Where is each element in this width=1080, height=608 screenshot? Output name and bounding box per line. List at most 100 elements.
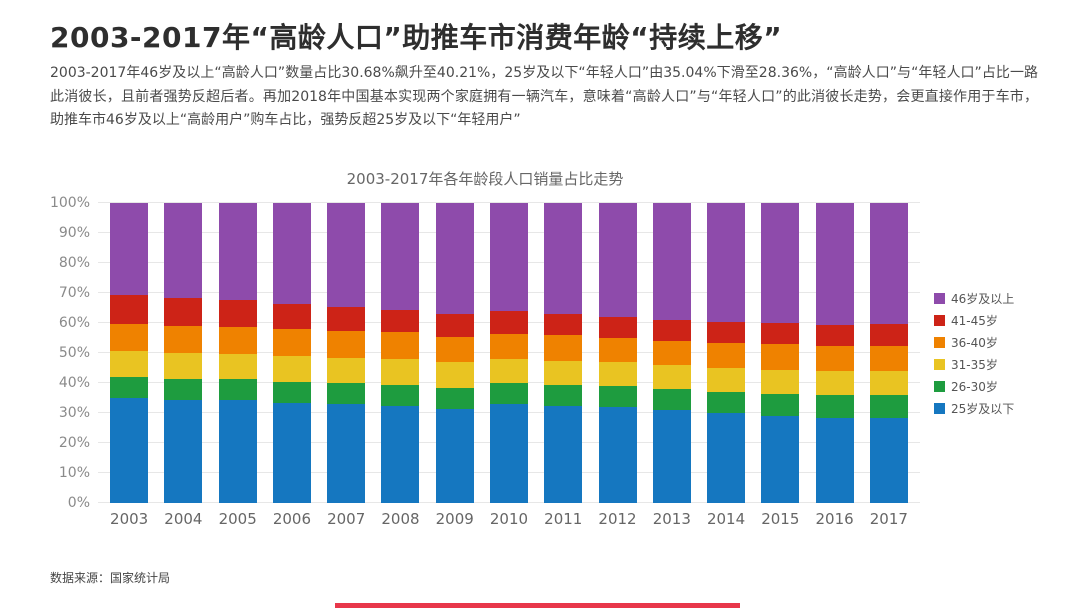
x-tick-label: 2012 <box>598 510 637 528</box>
bar-segment <box>110 351 149 377</box>
bar-segment <box>707 392 746 413</box>
bar-segment <box>327 404 366 503</box>
bar-segment <box>164 203 203 298</box>
stacked-bar-2003 <box>110 203 149 503</box>
bar-segment <box>815 417 854 503</box>
legend-item: 25岁及以下 <box>934 400 1050 417</box>
bar-slot <box>482 203 536 503</box>
legend-swatch <box>934 380 945 392</box>
data-source-note: 数据来源：国家统计局 <box>50 571 171 585</box>
bar-slot <box>373 203 427 503</box>
x-tick-label: 2005 <box>218 510 257 528</box>
legend-label: 26-30岁 <box>951 379 998 394</box>
y-tick-label: 60% <box>58 315 90 331</box>
bar-segment <box>164 326 203 353</box>
bar-segment <box>381 332 420 359</box>
stacked-bar-2007 <box>327 203 366 503</box>
bar-segment <box>489 359 528 383</box>
x-tick-label: 2009 <box>435 510 474 528</box>
legend-label: 46岁及以上 <box>951 291 1015 306</box>
bar-segment <box>598 203 637 317</box>
x-tick-label: 2011 <box>544 510 583 528</box>
legend-swatch <box>934 292 945 304</box>
bar-segment <box>815 371 854 395</box>
bar-segment <box>272 402 311 503</box>
bar-segment <box>435 336 474 362</box>
description-text: 2003-2017年46岁及以上“高龄人口”数量占比30.68%飙升至40.21… <box>50 65 1038 129</box>
stacked-bar-2010 <box>489 203 528 503</box>
bar-segment <box>707 368 746 392</box>
bar-slot <box>265 203 319 503</box>
bar-segment <box>218 203 257 300</box>
bar-segment <box>489 333 528 359</box>
bar-segment <box>544 405 583 503</box>
bar-segment <box>707 342 746 368</box>
bottom-accent-bar <box>334 603 740 608</box>
bar-slot <box>645 203 699 503</box>
bar-segment <box>869 345 908 372</box>
chart-title: 2003-2017年各年龄段人口销量占比走势 <box>346 170 624 188</box>
bar-segment <box>815 395 854 418</box>
y-tick-label: 30% <box>58 405 90 421</box>
legend-swatch <box>934 402 945 414</box>
bar-segment <box>110 324 149 352</box>
bar-segment <box>218 326 257 354</box>
bar-segment <box>598 407 637 503</box>
stacked-bar-2016 <box>815 203 854 503</box>
y-tick-label: 50% <box>58 345 90 361</box>
x-tick-label: 2017 <box>869 510 908 528</box>
bar-segment <box>652 389 691 410</box>
legend-item: 41-45岁 <box>934 312 1050 329</box>
bar-segment <box>869 395 908 418</box>
bar-segment <box>652 320 691 341</box>
bar-segment <box>110 376 149 398</box>
bar-segment <box>218 400 257 503</box>
bar-segment <box>869 323 908 346</box>
bar-segment <box>815 324 854 346</box>
bar-segment <box>598 338 637 362</box>
bar-segment <box>272 303 311 329</box>
legend-item: 46岁及以上 <box>934 290 1050 307</box>
gridline <box>98 202 920 203</box>
bar-segment <box>110 203 149 296</box>
bar-segment <box>761 344 800 370</box>
stacked-bar-chart: 2003-2017年各年龄段人口销量占比走势 0% 10% 20% 30% 40% 50%… <box>50 168 1050 528</box>
bar-segment <box>652 203 691 320</box>
legend-label: 25岁及以下 <box>951 401 1015 416</box>
bar-segment <box>327 383 366 404</box>
bar-segment <box>272 203 311 304</box>
y-tick-label: 40% <box>58 375 90 391</box>
bar-segment <box>652 365 691 389</box>
x-tick-label: 2013 <box>652 510 691 528</box>
bar-segment <box>761 369 800 394</box>
bar-segment <box>761 323 800 344</box>
stacked-bar-2014 <box>707 203 746 503</box>
bar-segment <box>761 393 800 416</box>
stacked-bar-2015 <box>761 203 800 503</box>
bar-segment <box>327 357 366 383</box>
bar-segment <box>218 379 257 401</box>
bar-segment <box>381 384 420 406</box>
bar-segment <box>707 203 746 322</box>
legend: 46岁及以上 41-45岁 36-40岁 31-35岁 26-30岁 25岁及以下 <box>920 285 1050 422</box>
bar-slot <box>211 203 265 503</box>
bar-segment <box>164 378 203 400</box>
y-tick-label: 20% <box>58 435 90 451</box>
bar-slot <box>102 203 156 503</box>
legend-swatch <box>934 336 945 348</box>
bar-slot <box>807 203 861 503</box>
bar-segment <box>869 203 908 324</box>
stacked-bar-2009 <box>435 203 474 503</box>
bar-slot <box>590 203 644 503</box>
bar-segment <box>435 408 474 503</box>
y-tick-label: 90% <box>58 225 90 241</box>
bar-segment <box>381 203 420 310</box>
bar-segment <box>327 306 366 331</box>
bar-segment <box>327 330 366 358</box>
bar-segment <box>272 356 311 382</box>
legend-swatch <box>934 358 945 370</box>
x-axis: 2003 2004 2005 2006 2007 2008 2009 2010 2011 2012… <box>98 510 920 528</box>
bars <box>98 203 920 503</box>
legend-item: 36-40岁 <box>934 334 1050 351</box>
